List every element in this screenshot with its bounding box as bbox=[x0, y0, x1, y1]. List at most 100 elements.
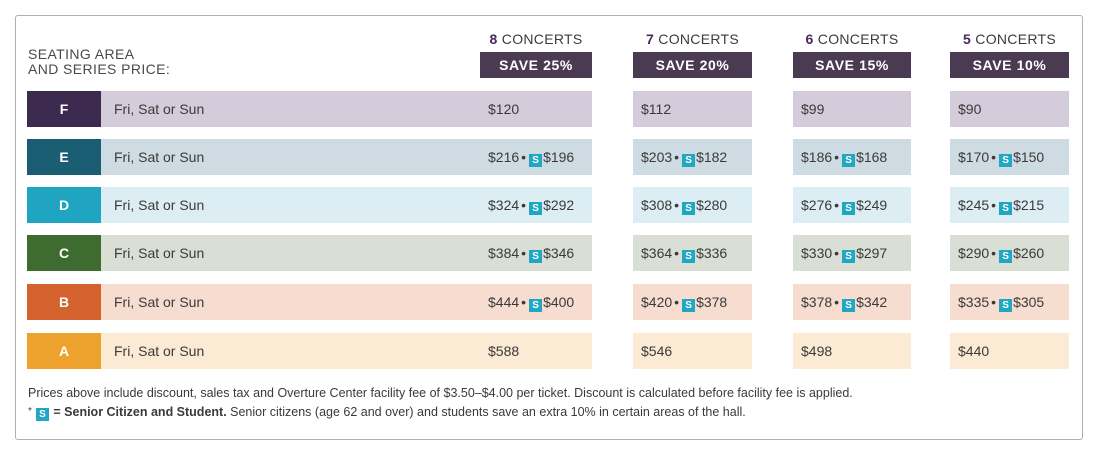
column-header: 8 CONCERTS SAVE 25% bbox=[480, 31, 592, 78]
seating-heading-line2: AND SERIES PRICE: bbox=[28, 61, 171, 77]
concert-count-number: 5 bbox=[962, 31, 972, 47]
days-label: Fri, Sat or Sun bbox=[114, 245, 205, 261]
price-cell: $170 • S $150 bbox=[950, 139, 1069, 175]
concert-count-label: CONCERTS bbox=[501, 31, 583, 47]
price-cell: $276 • S $249 bbox=[793, 187, 911, 223]
senior-price: $400 bbox=[543, 294, 575, 310]
bullet: • bbox=[834, 149, 840, 165]
asterisk: * bbox=[28, 406, 32, 417]
senior-badge-icon: S bbox=[842, 154, 856, 167]
bullet: • bbox=[991, 197, 997, 213]
save-badge: SAVE 10% bbox=[950, 52, 1069, 78]
regular-price: $335 bbox=[958, 294, 990, 310]
price-cell: $444 • S $400 bbox=[480, 284, 592, 320]
concert-count: 8 CONCERTS bbox=[480, 31, 592, 47]
senior-price: $215 bbox=[1013, 197, 1045, 213]
pricing-table-frame bbox=[15, 15, 1083, 440]
seating-area-label: A bbox=[27, 333, 101, 369]
senior-price: $297 bbox=[856, 245, 888, 261]
price-cell: $99 bbox=[793, 91, 911, 127]
senior-price: $150 bbox=[1013, 149, 1045, 165]
senior-price: $196 bbox=[543, 149, 575, 165]
price-cell: $378 • S $342 bbox=[793, 284, 911, 320]
concert-count-label: CONCERTS bbox=[658, 31, 739, 47]
bullet: • bbox=[521, 245, 527, 261]
senior-badge-icon: S bbox=[842, 250, 856, 263]
price-cell: $330 • S $297 bbox=[793, 235, 911, 271]
save-badge: SAVE 25% bbox=[480, 52, 592, 78]
regular-price: $420 bbox=[641, 294, 673, 310]
regular-price: $120 bbox=[488, 101, 520, 117]
senior-badge-icon: S bbox=[529, 154, 543, 167]
price-cell: $245 • S $215 bbox=[950, 187, 1069, 223]
regular-price: $588 bbox=[488, 343, 520, 359]
regular-price: $444 bbox=[488, 294, 520, 310]
senior-price: $305 bbox=[1013, 294, 1045, 310]
regular-price: $498 bbox=[801, 343, 833, 359]
regular-price: $216 bbox=[488, 149, 520, 165]
price-cell: $588 bbox=[480, 333, 592, 369]
seating-area-label: F bbox=[27, 91, 101, 127]
senior-badge-icon: S bbox=[529, 250, 543, 263]
save-badge: SAVE 20% bbox=[633, 52, 752, 78]
senior-price: $292 bbox=[543, 197, 575, 213]
concert-count: 5 CONCERTS bbox=[950, 31, 1069, 47]
senior-label: = Senior Citizen and Student. bbox=[53, 405, 227, 419]
regular-price: $384 bbox=[488, 245, 520, 261]
senior-badge-icon: S bbox=[999, 154, 1013, 167]
seating-heading: SEATING AREA AND SERIES PRICE: bbox=[28, 47, 170, 77]
column-header: 6 CONCERTS SAVE 15% bbox=[793, 31, 911, 78]
price-cell: $335 • S $305 bbox=[950, 284, 1069, 320]
days-label: Fri, Sat or Sun bbox=[114, 343, 205, 359]
regular-price: $170 bbox=[958, 149, 990, 165]
bullet: • bbox=[991, 245, 997, 261]
regular-price: $245 bbox=[958, 197, 990, 213]
senior-price: $342 bbox=[856, 294, 888, 310]
senior-price: $168 bbox=[856, 149, 888, 165]
price-cell: $420 • S $378 bbox=[633, 284, 752, 320]
price-cell: $546 bbox=[633, 333, 752, 369]
regular-price: $276 bbox=[801, 197, 833, 213]
concert-count-label: CONCERTS bbox=[817, 31, 899, 47]
bullet: • bbox=[834, 294, 840, 310]
concert-count-number: 8 bbox=[489, 31, 498, 47]
seating-heading-line1: SEATING AREA bbox=[28, 46, 135, 62]
senior-price: $336 bbox=[696, 245, 728, 261]
bullet: • bbox=[674, 294, 680, 310]
senior-badge-icon: S bbox=[682, 202, 696, 215]
senior-price: $260 bbox=[1013, 245, 1045, 261]
regular-price: $203 bbox=[641, 149, 673, 165]
concert-count-label: CONCERTS bbox=[975, 31, 1056, 47]
regular-price: $308 bbox=[641, 197, 673, 213]
senior-price: $280 bbox=[696, 197, 728, 213]
days-label: Fri, Sat or Sun bbox=[114, 294, 205, 310]
price-cell: $308 • S $280 bbox=[633, 187, 752, 223]
bullet: • bbox=[834, 197, 840, 213]
price-cell: $90 bbox=[950, 91, 1069, 127]
price-cell: $384 • S $346 bbox=[480, 235, 592, 271]
seating-area-label: B bbox=[27, 284, 101, 320]
regular-price: $186 bbox=[801, 149, 833, 165]
price-cell: $324 • S $292 bbox=[480, 187, 592, 223]
price-cell: $290 • S $260 bbox=[950, 235, 1069, 271]
bullet: • bbox=[834, 245, 840, 261]
senior-badge-icon: S bbox=[682, 250, 696, 263]
senior-price: $346 bbox=[543, 245, 575, 261]
regular-price: $324 bbox=[488, 197, 520, 213]
senior-note: * S = Senior Citizen and Student. Senior … bbox=[28, 405, 746, 421]
bullet: • bbox=[521, 197, 527, 213]
senior-price: $182 bbox=[696, 149, 728, 165]
column-header: 5 CONCERTS SAVE 10% bbox=[950, 31, 1069, 78]
senior-badge-icon: S bbox=[529, 299, 543, 312]
senior-badge-icon: S bbox=[529, 202, 543, 215]
senior-badge-icon: S bbox=[999, 299, 1013, 312]
regular-price: $378 bbox=[801, 294, 833, 310]
price-cell: $120 bbox=[480, 91, 592, 127]
senior-badge-icon: S bbox=[999, 202, 1013, 215]
concert-count: 7 CONCERTS bbox=[633, 31, 752, 47]
bullet: • bbox=[674, 197, 680, 213]
regular-price: $90 bbox=[958, 101, 982, 117]
regular-price: $330 bbox=[801, 245, 833, 261]
pricing-note: Prices above include discount, sales tax… bbox=[28, 386, 853, 400]
regular-price: $546 bbox=[641, 343, 673, 359]
